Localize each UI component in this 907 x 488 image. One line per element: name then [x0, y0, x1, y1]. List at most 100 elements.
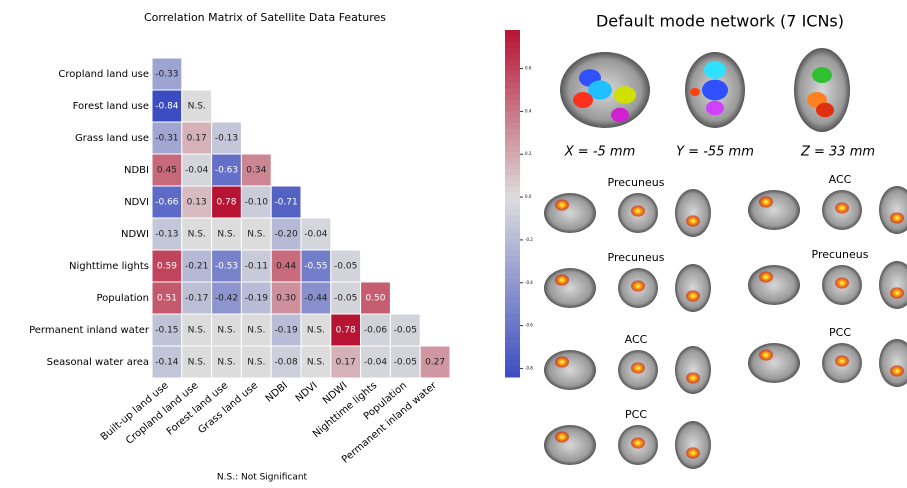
brain-slice — [544, 350, 596, 390]
cell — [151, 185, 183, 219]
brain-slice — [544, 425, 596, 465]
activation — [555, 356, 569, 368]
cell-label: N.S. — [247, 358, 265, 368]
colorbar-segment — [505, 238, 520, 245]
cell-label: 0.30 — [276, 294, 296, 304]
activation — [686, 372, 700, 384]
colorbar-segment — [505, 353, 520, 361]
colorbar-tick-label: -0.4 — [525, 280, 533, 285]
y-tick-label: Seasonal water area — [47, 357, 149, 368]
activation — [890, 287, 904, 299]
colorbar-segment — [505, 197, 520, 204]
cell — [360, 281, 391, 315]
activation — [759, 271, 773, 283]
cell-label: -0.14 — [155, 358, 179, 368]
cell — [240, 313, 272, 347]
activation — [816, 102, 834, 118]
colorbar-segment — [505, 110, 520, 118]
cell — [270, 185, 302, 219]
cell — [330, 345, 362, 379]
cell-label: 0.51 — [157, 294, 177, 304]
colorbar-segment — [505, 134, 520, 141]
cell-label: N.S. — [307, 358, 325, 368]
brain-slice — [675, 346, 711, 394]
cell-label: 0.78 — [216, 198, 236, 208]
colorbar-segment — [505, 336, 520, 343]
colorbar-tick-label: 0.2 — [525, 151, 532, 156]
cell-label: N.S. — [188, 326, 206, 336]
colorbar-segment — [505, 47, 520, 54]
region-label: Precuneus — [608, 251, 665, 264]
activation — [835, 277, 849, 289]
activation — [631, 205, 645, 217]
y-tick-label: Permanent inland water — [29, 325, 150, 336]
colorbar-segment — [505, 76, 520, 83]
brain-slice — [748, 190, 800, 230]
colorbar-segment — [505, 313, 520, 320]
region-label: PCC — [625, 408, 647, 421]
colorbar-segment — [505, 174, 520, 181]
chart-title: Correlation Matrix of Satellite Data Fea… — [144, 11, 386, 24]
cell-label: N.S. — [217, 358, 235, 368]
activation — [686, 290, 700, 302]
colorbar-segment — [505, 180, 520, 187]
brain-slice — [748, 343, 800, 383]
cell-label: 0.59 — [157, 262, 177, 272]
cell-label: -0.04 — [185, 166, 209, 176]
activation — [631, 437, 645, 449]
cell-label: -0.04 — [304, 230, 328, 240]
y-tick-label: Nighttime lights — [69, 261, 149, 272]
y-tick-label: Cropland land use — [58, 69, 149, 80]
cell-label: N.S. — [188, 230, 206, 240]
colorbar-segment — [505, 99, 520, 106]
cell-label: -0.05 — [394, 326, 417, 336]
cell — [211, 185, 242, 219]
region-label: PCC — [829, 326, 851, 339]
colorbar-segment — [505, 220, 520, 228]
activation — [835, 202, 849, 214]
cell — [419, 345, 451, 379]
activation — [555, 199, 569, 211]
cell — [181, 89, 213, 123]
cell-label: -0.19 — [274, 326, 298, 336]
colorbar-segment — [505, 324, 520, 332]
cell-label: -0.21 — [185, 262, 208, 272]
activation — [555, 274, 569, 286]
cell-label: N.S. — [247, 230, 265, 240]
cell — [181, 281, 213, 315]
cell-label: 0.44 — [276, 262, 296, 272]
cell-label: -0.13 — [155, 230, 178, 240]
colorbar-segment — [505, 186, 520, 193]
colorbar-segment — [505, 191, 520, 199]
colorbar-segment — [505, 278, 520, 285]
cell-label: 0.45 — [157, 166, 177, 176]
cell-label: -0.66 — [155, 198, 179, 208]
activation — [631, 280, 645, 292]
cell-label: -0.04 — [364, 358, 388, 368]
colorbar-segment — [505, 249, 520, 257]
colorbar-segment — [505, 35, 520, 43]
cell-label: N.S. — [217, 326, 235, 336]
cell-label: -0.06 — [364, 326, 388, 336]
region-label: ACC — [829, 173, 852, 186]
colorbar-segment — [505, 70, 520, 77]
cell-label: -0.19 — [245, 294, 269, 304]
cell — [151, 89, 183, 123]
cell-label: -0.44 — [304, 294, 328, 304]
colorbar-segment — [505, 157, 520, 164]
cell-label: N.S. — [307, 326, 325, 336]
brain-slice — [544, 268, 596, 308]
colorbar-segment — [505, 82, 520, 89]
activation — [812, 67, 832, 83]
activation — [611, 107, 629, 123]
cell-label: -0.13 — [215, 134, 238, 144]
cell — [270, 281, 302, 315]
brain-slice — [675, 189, 711, 237]
colorbar-segment — [505, 365, 520, 372]
cell — [330, 249, 362, 283]
cell — [300, 345, 332, 379]
activation — [890, 365, 904, 377]
cell-label: -0.08 — [274, 358, 298, 368]
